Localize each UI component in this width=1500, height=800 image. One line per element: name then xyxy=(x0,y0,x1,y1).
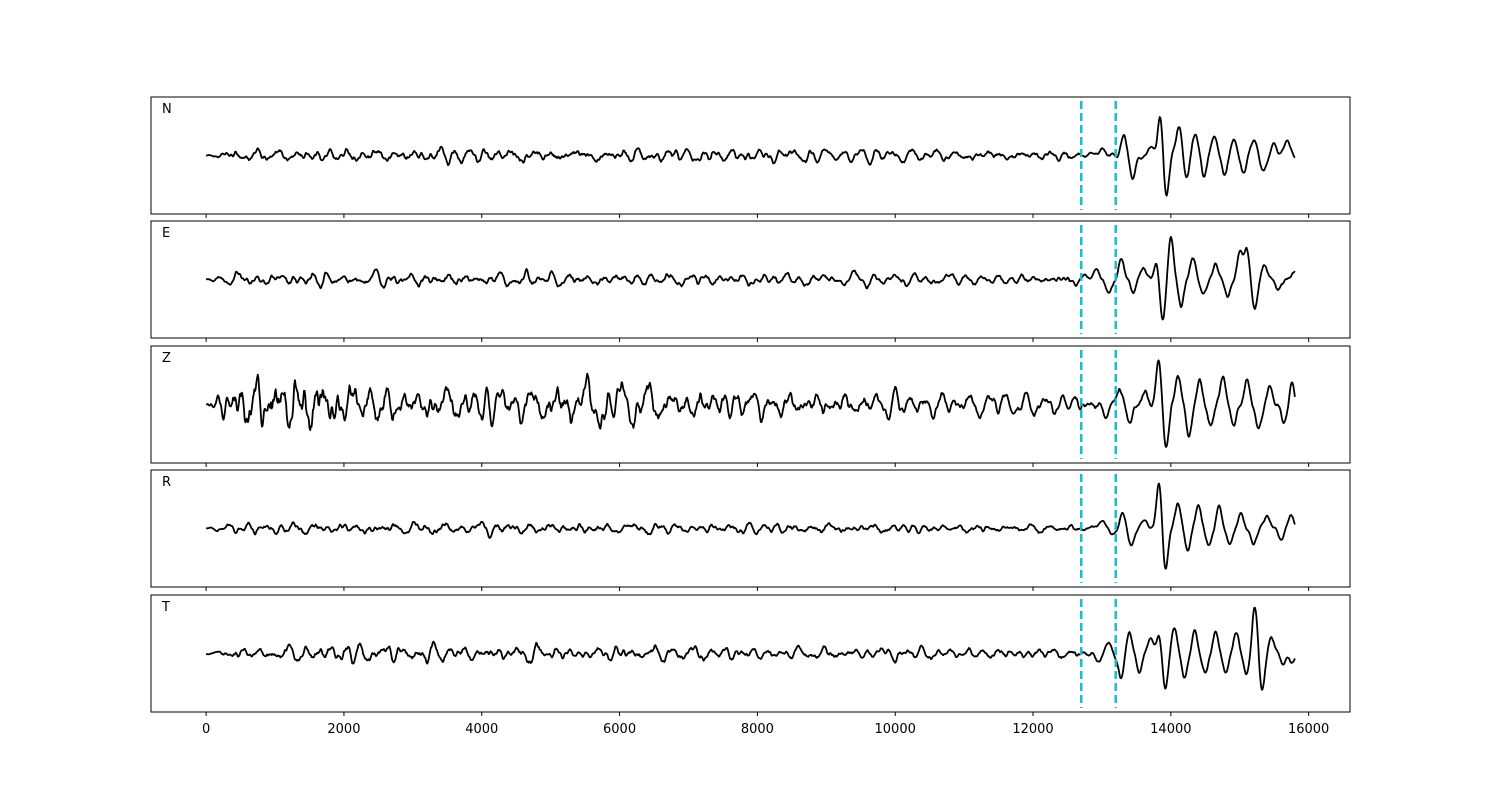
panel-frame xyxy=(150,96,1351,215)
panel-label-t: T xyxy=(161,600,170,615)
panel-label-z: Z xyxy=(162,351,171,366)
panel-frame xyxy=(150,469,1351,588)
trace-r xyxy=(205,482,1296,570)
x-tick-label: 2000 xyxy=(327,722,360,737)
trace-n xyxy=(205,116,1296,197)
x-tick-label: 12000 xyxy=(1012,722,1053,737)
trace-z xyxy=(205,359,1296,448)
panel-t: T xyxy=(150,594,1351,716)
panel-frame xyxy=(150,345,1351,464)
x-tick-label: 4000 xyxy=(465,722,498,737)
panel-z: Z xyxy=(150,345,1351,467)
x-tick-label: 10000 xyxy=(875,722,916,737)
x-tick-label: 14000 xyxy=(1150,722,1191,737)
x-tick-label: 16000 xyxy=(1288,722,1329,737)
panel-label-n: N xyxy=(162,102,172,117)
panel-label-e: E xyxy=(162,226,170,241)
panel-r: R xyxy=(150,469,1351,591)
x-tick-label: 6000 xyxy=(603,722,636,737)
panel-label-r: R xyxy=(162,475,171,490)
panel-frame xyxy=(150,220,1351,339)
x-tick-label: 8000 xyxy=(741,722,774,737)
trace-t xyxy=(205,606,1296,691)
trace-e xyxy=(205,235,1296,321)
panel-n: N xyxy=(150,96,1351,218)
panel-e: E xyxy=(150,220,1351,342)
panel-frame xyxy=(150,594,1351,713)
x-tick-label: 0 xyxy=(202,722,210,737)
